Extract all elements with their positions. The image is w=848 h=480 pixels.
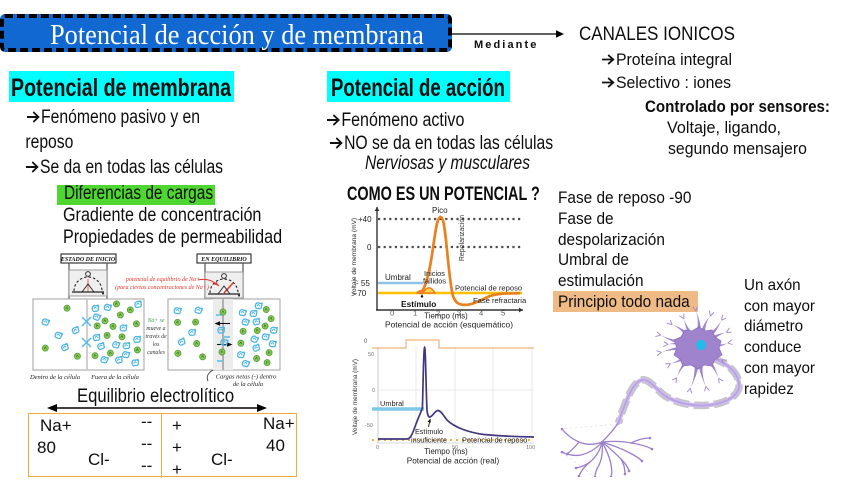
svg-text:Voltaje de membrana (mV): Voltaje de membrana (mV) — [351, 218, 358, 296]
svg-text:+40: +40 — [358, 215, 372, 224]
svg-text:5: 5 — [501, 309, 505, 318]
svg-text:Umbral: Umbral — [380, 399, 404, 408]
svg-text:0: 0 — [364, 339, 368, 345]
svg-text:Potencial de acción (esquemáti: Potencial de acción (esquemático) — [385, 320, 513, 330]
svg-text:Voltaje de membrana (mV): Voltaje de membrana (mV) — [352, 359, 359, 435]
svg-text:50: 50 — [368, 352, 374, 358]
svg-text:- 55: - 55 — [356, 279, 370, 288]
svg-text:canales: canales — [147, 350, 165, 356]
svg-text:Fuera de la célula: Fuera de la célula — [90, 374, 139, 381]
svg-text:(para ciertas concentraciones: (para ciertas concentraciones de Na+) — [115, 284, 209, 291]
svg-text:0: 0 — [367, 243, 372, 252]
svg-text:-50: -50 — [365, 423, 373, 429]
svg-text:Cargas netas (-) dentro: Cargas netas (-) dentro — [216, 374, 277, 381]
svg-text:Tiempo (ms): Tiempo (ms) — [424, 447, 468, 456]
svg-text:los: los — [153, 342, 161, 348]
svg-text:4: 4 — [479, 309, 483, 318]
svg-text:de la célula: de la célula — [233, 381, 263, 388]
svg-text:Umbral: Umbral — [385, 273, 411, 282]
svg-text:0: 0 — [372, 388, 375, 394]
svg-text:Dentro de la célula: Dentro de la célula — [29, 374, 80, 381]
svg-text:Pico: Pico — [432, 206, 448, 215]
svg-text:Estímulo: Estímulo — [401, 299, 436, 309]
svg-text:fallidos: fallidos — [423, 277, 446, 286]
svg-text:Na+ se: Na+ se — [147, 318, 165, 324]
svg-text:través de: través de — [145, 334, 167, 340]
svg-text:ESTADO DE INICIO: ESTADO DE INICIO — [60, 257, 116, 263]
svg-text:insuficiente: insuficiente — [411, 436, 447, 445]
svg-text:0: 0 — [376, 445, 379, 451]
svg-text:mueve a: mueve a — [146, 326, 165, 332]
svg-text:100: 100 — [526, 445, 535, 451]
svg-text:Potencial de acción (real): Potencial de acción (real) — [407, 457, 500, 466]
svg-text:Potencial de reposo: Potencial de reposo — [462, 436, 527, 445]
svg-text:potencial de equilibrio de Na+: potencial de equilibrio de Na+ — [125, 277, 200, 283]
svg-text:Fase refractaria: Fase refractaria — [473, 296, 527, 305]
svg-text:0: 0 — [390, 309, 394, 318]
svg-text:Potencial de reposo: Potencial de reposo — [455, 284, 522, 293]
svg-text:Repolarización: Repolarización — [459, 215, 466, 261]
svg-text:EN EQUILIBRIO: EN EQUILIBRIO — [200, 257, 247, 263]
svg-text:1: 1 — [413, 309, 417, 318]
